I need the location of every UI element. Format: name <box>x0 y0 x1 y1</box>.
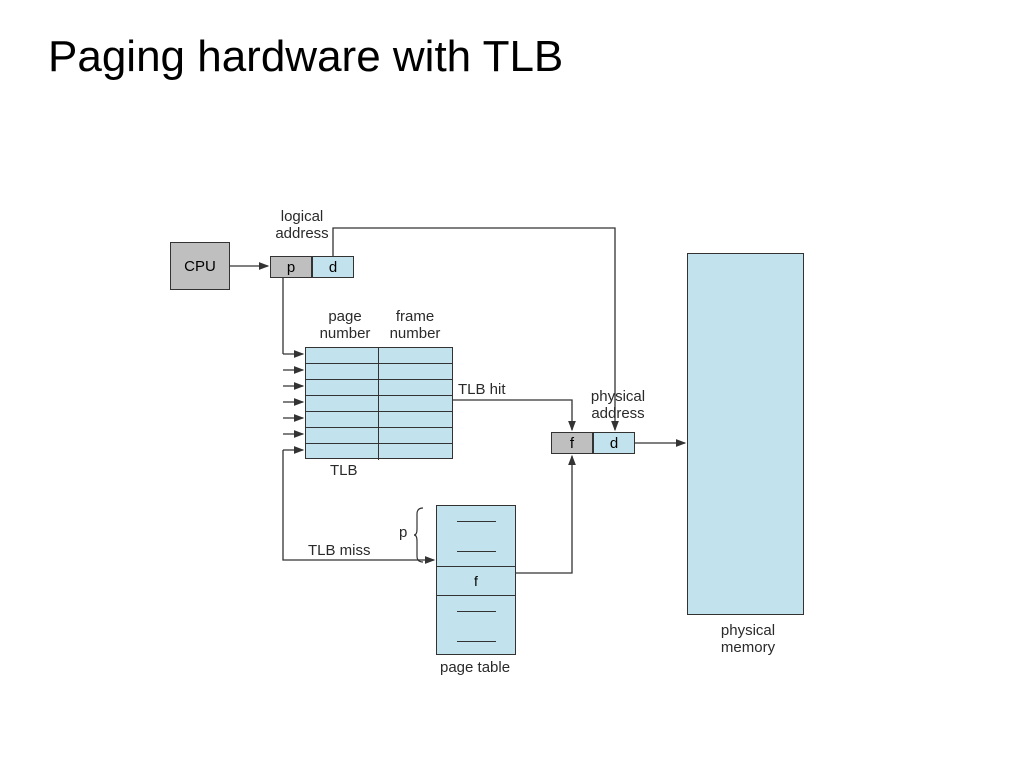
tlb-col0-header: page number <box>310 308 380 343</box>
cpu-label: CPU <box>184 258 216 275</box>
logical-addr-p: p <box>270 256 312 278</box>
tlb-table <box>305 347 453 459</box>
physical-memory-label: physical memory <box>713 622 783 657</box>
arrow-tlb-hit-out <box>453 400 572 430</box>
tlb-miss-label: TLB miss <box>308 542 371 559</box>
physical-address-label: physical address <box>583 388 653 423</box>
tlb-caption: TLB <box>330 462 358 479</box>
p-brace-label: p <box>399 524 407 541</box>
arrow-pagetable-f-out <box>516 456 572 573</box>
physical-addr-f: f <box>551 432 593 454</box>
page-table-caption: page table <box>440 659 510 676</box>
logical-p-label: p <box>287 259 295 276</box>
logical-address-label: logical address <box>267 208 337 243</box>
logical-addr-d: d <box>312 256 354 278</box>
page-table: f <box>436 505 516 655</box>
physical-f-label: f <box>570 435 574 452</box>
page-title: Paging hardware with TLB <box>48 32 563 82</box>
physical-memory-block <box>687 253 804 615</box>
logical-d-label: d <box>329 259 337 276</box>
tlb-hit-label: TLB hit <box>458 381 506 398</box>
physical-d-label: d <box>610 435 618 452</box>
cpu-box: CPU <box>170 242 230 290</box>
physical-addr-d: d <box>593 432 635 454</box>
tlb-col1-header: frame number <box>380 308 450 343</box>
